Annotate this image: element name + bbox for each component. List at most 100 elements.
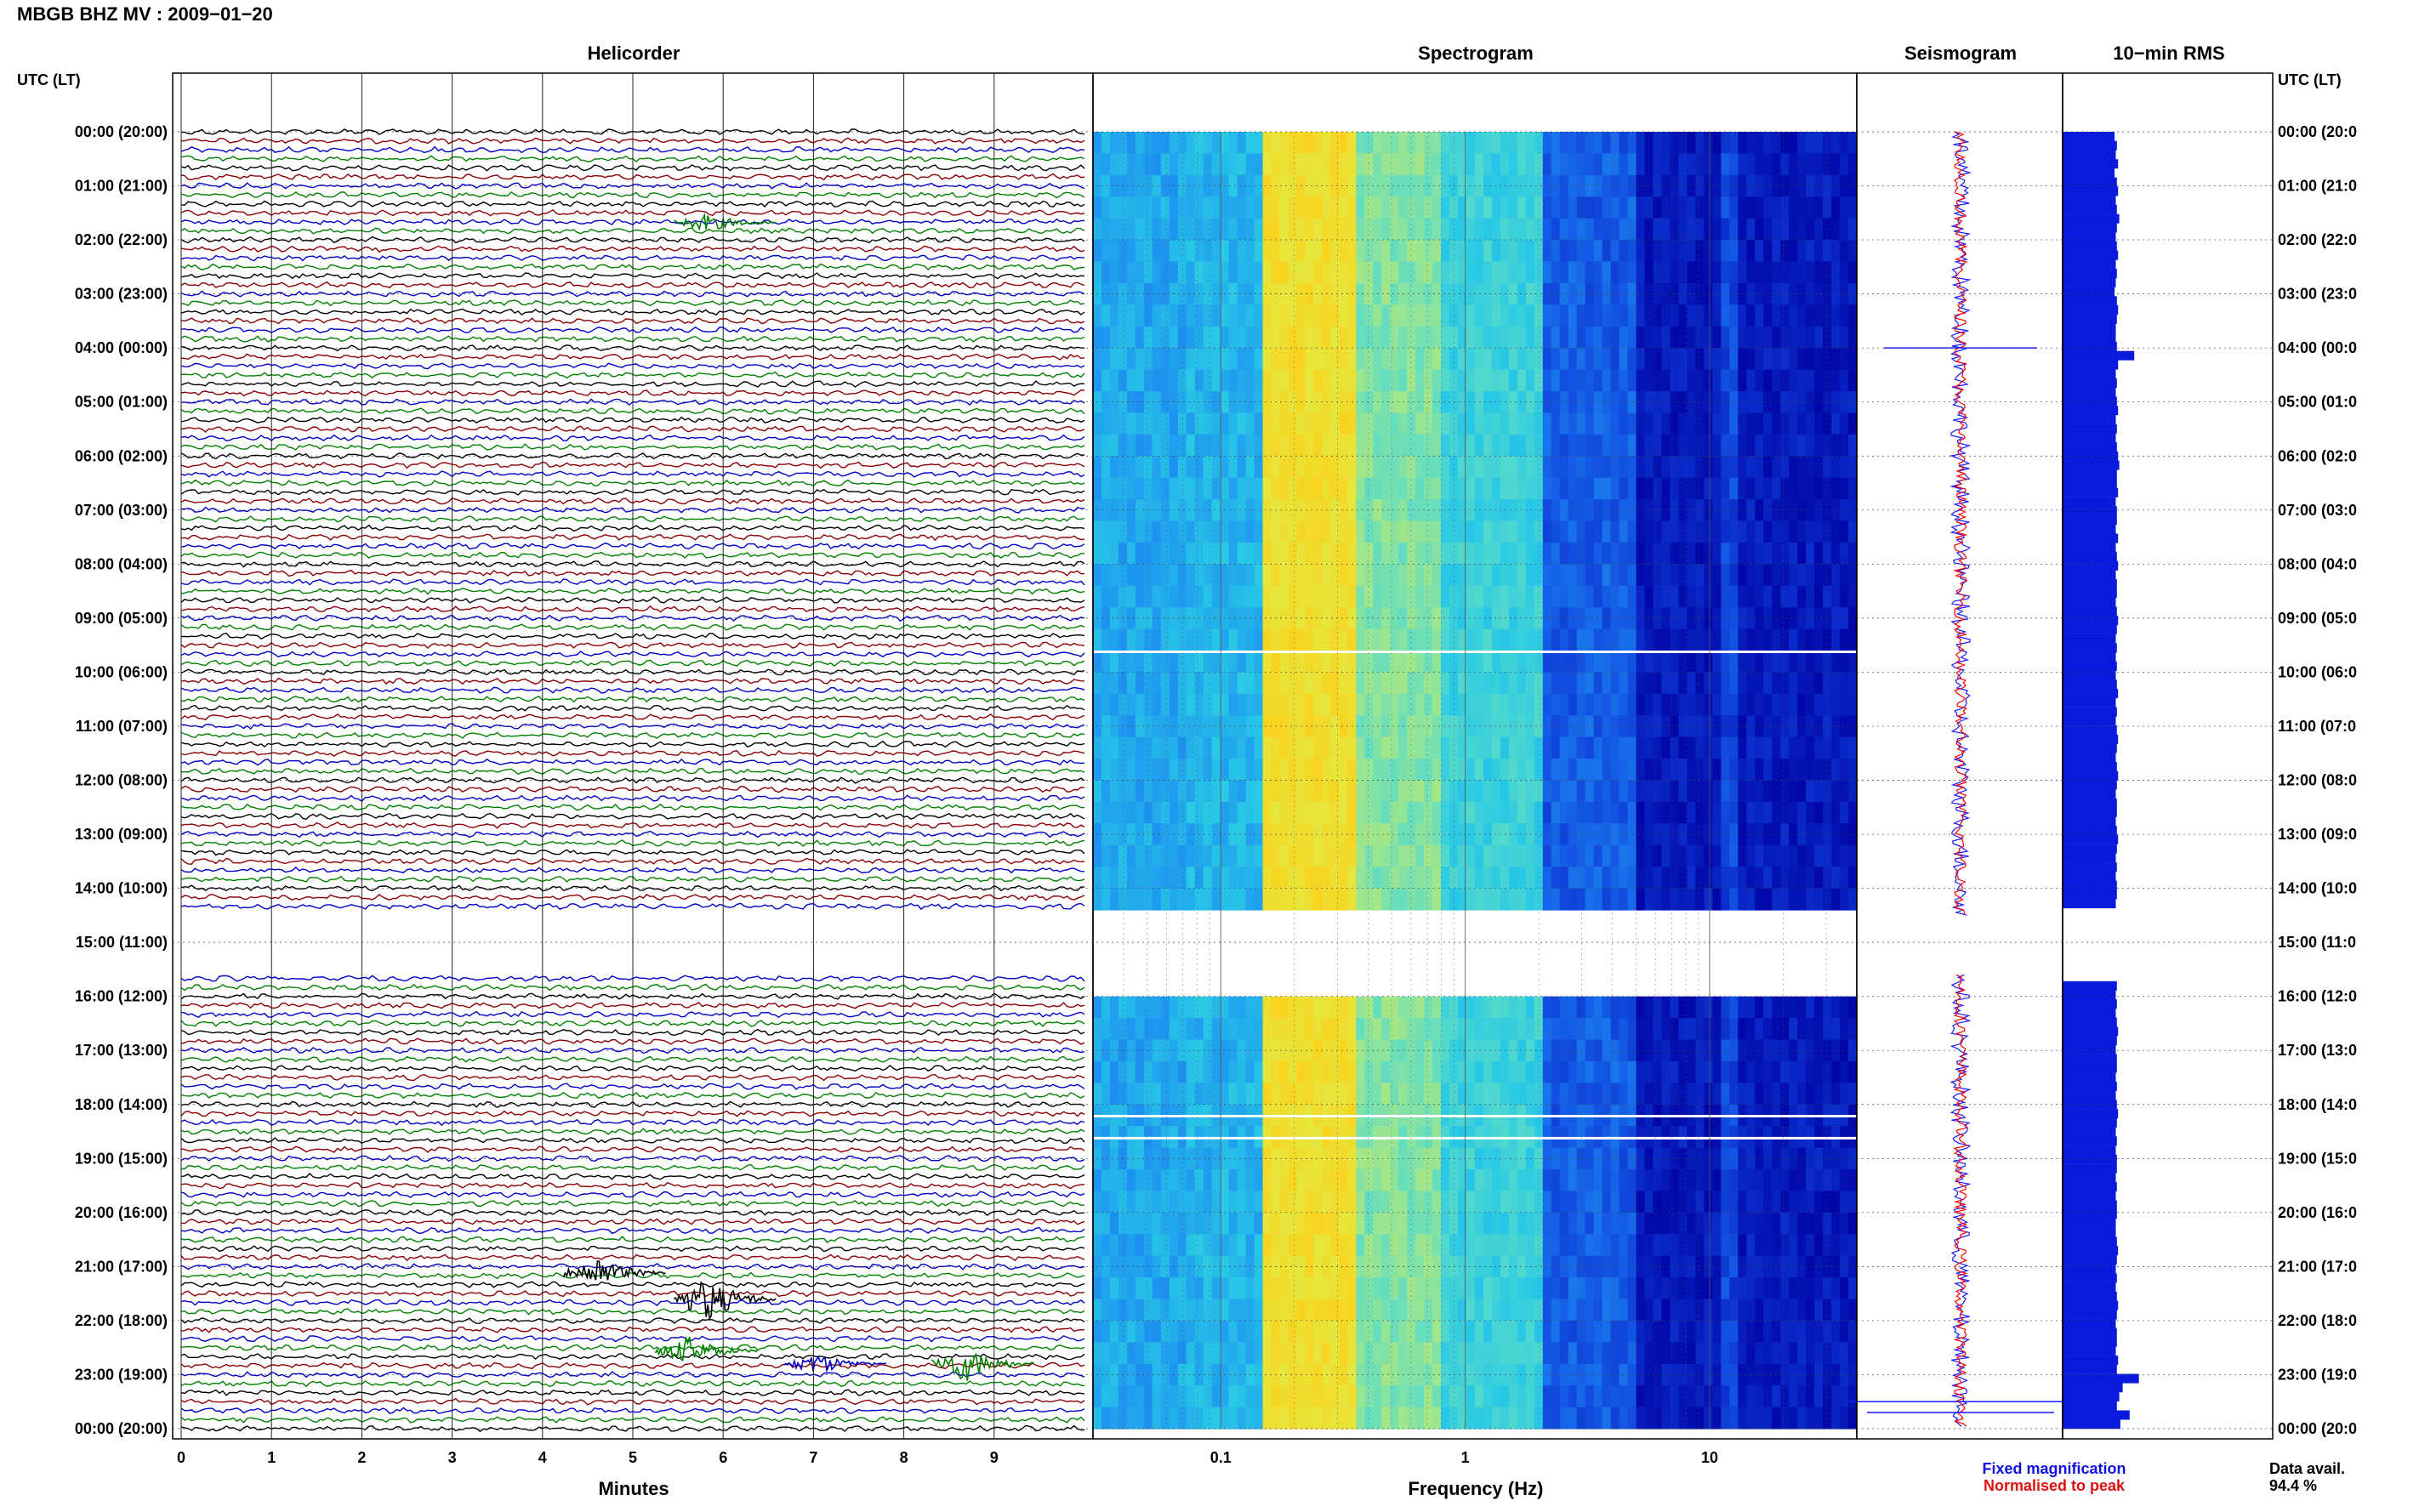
spectrogram-cell: [1508, 867, 1518, 890]
spectrogram-cell: [1814, 369, 1824, 392]
spectrogram-cell: [1364, 736, 1374, 759]
spectrogram-cell: [1364, 434, 1374, 457]
spectrogram-cell: [1814, 564, 1824, 587]
spectrogram-cell: [1415, 564, 1425, 587]
spectrogram-cell: [1407, 240, 1416, 263]
spectrogram-cell: [1152, 715, 1162, 738]
spectrogram-cell: [1254, 542, 1264, 565]
spectrogram-cell: [1093, 888, 1102, 911]
spectrogram-cell: [1271, 326, 1281, 349]
spectrogram-cell: [1279, 564, 1289, 587]
spectrogram-cell: [1772, 412, 1781, 435]
spectrogram-cell: [1534, 196, 1544, 219]
spectrogram-cell: [1203, 153, 1213, 176]
spectrogram-cell: [1424, 996, 1433, 1019]
spectrogram-cell: [1110, 1277, 1119, 1300]
spectrogram-cell: [1619, 1342, 1629, 1365]
spectrogram-cell: [1143, 132, 1153, 154]
spectrogram-cell: [1245, 261, 1255, 284]
spectrogram-cell: [1288, 326, 1298, 349]
spectrogram-cell: [1568, 240, 1578, 263]
spectrogram-cell: [1704, 996, 1713, 1019]
spectrogram-cell: [1143, 1018, 1153, 1041]
spectrogram-cell: [1568, 1147, 1578, 1170]
spectrogram-cell: [1678, 1255, 1688, 1278]
spectrogram-cell: [1823, 542, 1832, 565]
spectrogram-cell: [1407, 736, 1416, 759]
spectrogram-cell: [1245, 520, 1255, 543]
spectrogram-cell: [1848, 132, 1858, 154]
spectrogram-cell: [1568, 888, 1578, 911]
spectrogram-cell: [1211, 326, 1221, 349]
spectrogram-cell: [1627, 672, 1637, 695]
spectrogram-cell: [1610, 844, 1620, 867]
spectrogram-cell: [1407, 326, 1416, 349]
spectrogram-cell: [1245, 585, 1255, 608]
spectrogram-cell: [1279, 1039, 1289, 1062]
spectrogram-cell: [1093, 1083, 1102, 1106]
spectrogram-cell: [1636, 282, 1646, 305]
spectrogram-cell: [1305, 326, 1314, 349]
spectrogram-cell: [1432, 780, 1442, 803]
spectrogram-cell: [1160, 1277, 1170, 1300]
spectrogram-cell: [1483, 759, 1493, 782]
spectrogram-cell: [1729, 520, 1739, 543]
spectrogram-cell: [1373, 780, 1382, 803]
spectrogram-cell: [1475, 780, 1484, 803]
spectrogram-cell: [1254, 888, 1264, 911]
spectrogram-cell: [1330, 1277, 1340, 1300]
spectrogram-cell: [1712, 1320, 1722, 1343]
spectrogram-cell: [1585, 801, 1595, 824]
spectrogram-cell: [1610, 1234, 1620, 1257]
spectrogram-cell: [1780, 1083, 1790, 1106]
spectrogram-cell: [1814, 412, 1824, 435]
spectrogram-cell: [1644, 693, 1654, 716]
spectrogram-cell: [1415, 1342, 1425, 1365]
spectrogram-cell: [1177, 542, 1187, 565]
spectrogram-cell: [1262, 1018, 1272, 1041]
spectrogram-cell: [1738, 132, 1747, 154]
spectrogram-cell: [1458, 369, 1467, 392]
spectrogram-cell: [1475, 1299, 1484, 1322]
spectrogram-cell: [1441, 844, 1450, 867]
spectrogram-cell: [1126, 823, 1136, 846]
spectrogram-cell: [1780, 369, 1790, 392]
spectrogram-cell: [1559, 888, 1569, 911]
spectrogram-cell: [1763, 1234, 1773, 1257]
spectrogram-cell: [1415, 1255, 1425, 1278]
spectrogram-cell: [1194, 888, 1204, 911]
spectrogram-cell: [1525, 867, 1535, 890]
spectrogram-cell: [1644, 651, 1654, 673]
spectrogram-cell: [1254, 1191, 1264, 1214]
spectrogram-cell: [1220, 348, 1230, 371]
spectrogram-cell: [1585, 153, 1595, 176]
spectrogram-cell: [1551, 844, 1561, 867]
spectrogram-cell: [1636, 1060, 1646, 1083]
spectrogram-cell: [1508, 369, 1518, 392]
spectrogram-cell: [1381, 456, 1391, 479]
spectrogram-cell: [1322, 456, 1331, 479]
spectrogram-cell: [1695, 218, 1705, 241]
spectrogram-cell: [1576, 672, 1586, 695]
spectrogram-cell: [1356, 801, 1365, 824]
spectrogram-cell: [1458, 759, 1467, 782]
spectrogram-cell: [1118, 585, 1128, 608]
spectrogram-cell: [1220, 520, 1230, 543]
spectrogram-cell: [1568, 304, 1578, 327]
spectrogram-cell: [1288, 520, 1298, 543]
spectrogram-cell: [1245, 1083, 1255, 1106]
spectrogram-cell: [1712, 780, 1722, 803]
spectrogram-cell: [1339, 1060, 1348, 1083]
spectrogram-cell: [1194, 1234, 1204, 1257]
spectrogram-cell: [1177, 326, 1187, 349]
spectrogram-cell: [1636, 607, 1646, 630]
spectrogram-cell: [1237, 628, 1247, 651]
spectrogram-cell: [1610, 348, 1620, 371]
spectrogram-cell: [1262, 801, 1272, 824]
spectrogram-cell: [1780, 412, 1790, 435]
spectrogram-cell: [1093, 369, 1102, 392]
spectrogram-cell: [1415, 823, 1425, 846]
spectrogram-cell: [1262, 499, 1272, 522]
spectrogram-cell: [1525, 693, 1535, 716]
spectrogram-cell: [1110, 174, 1119, 197]
